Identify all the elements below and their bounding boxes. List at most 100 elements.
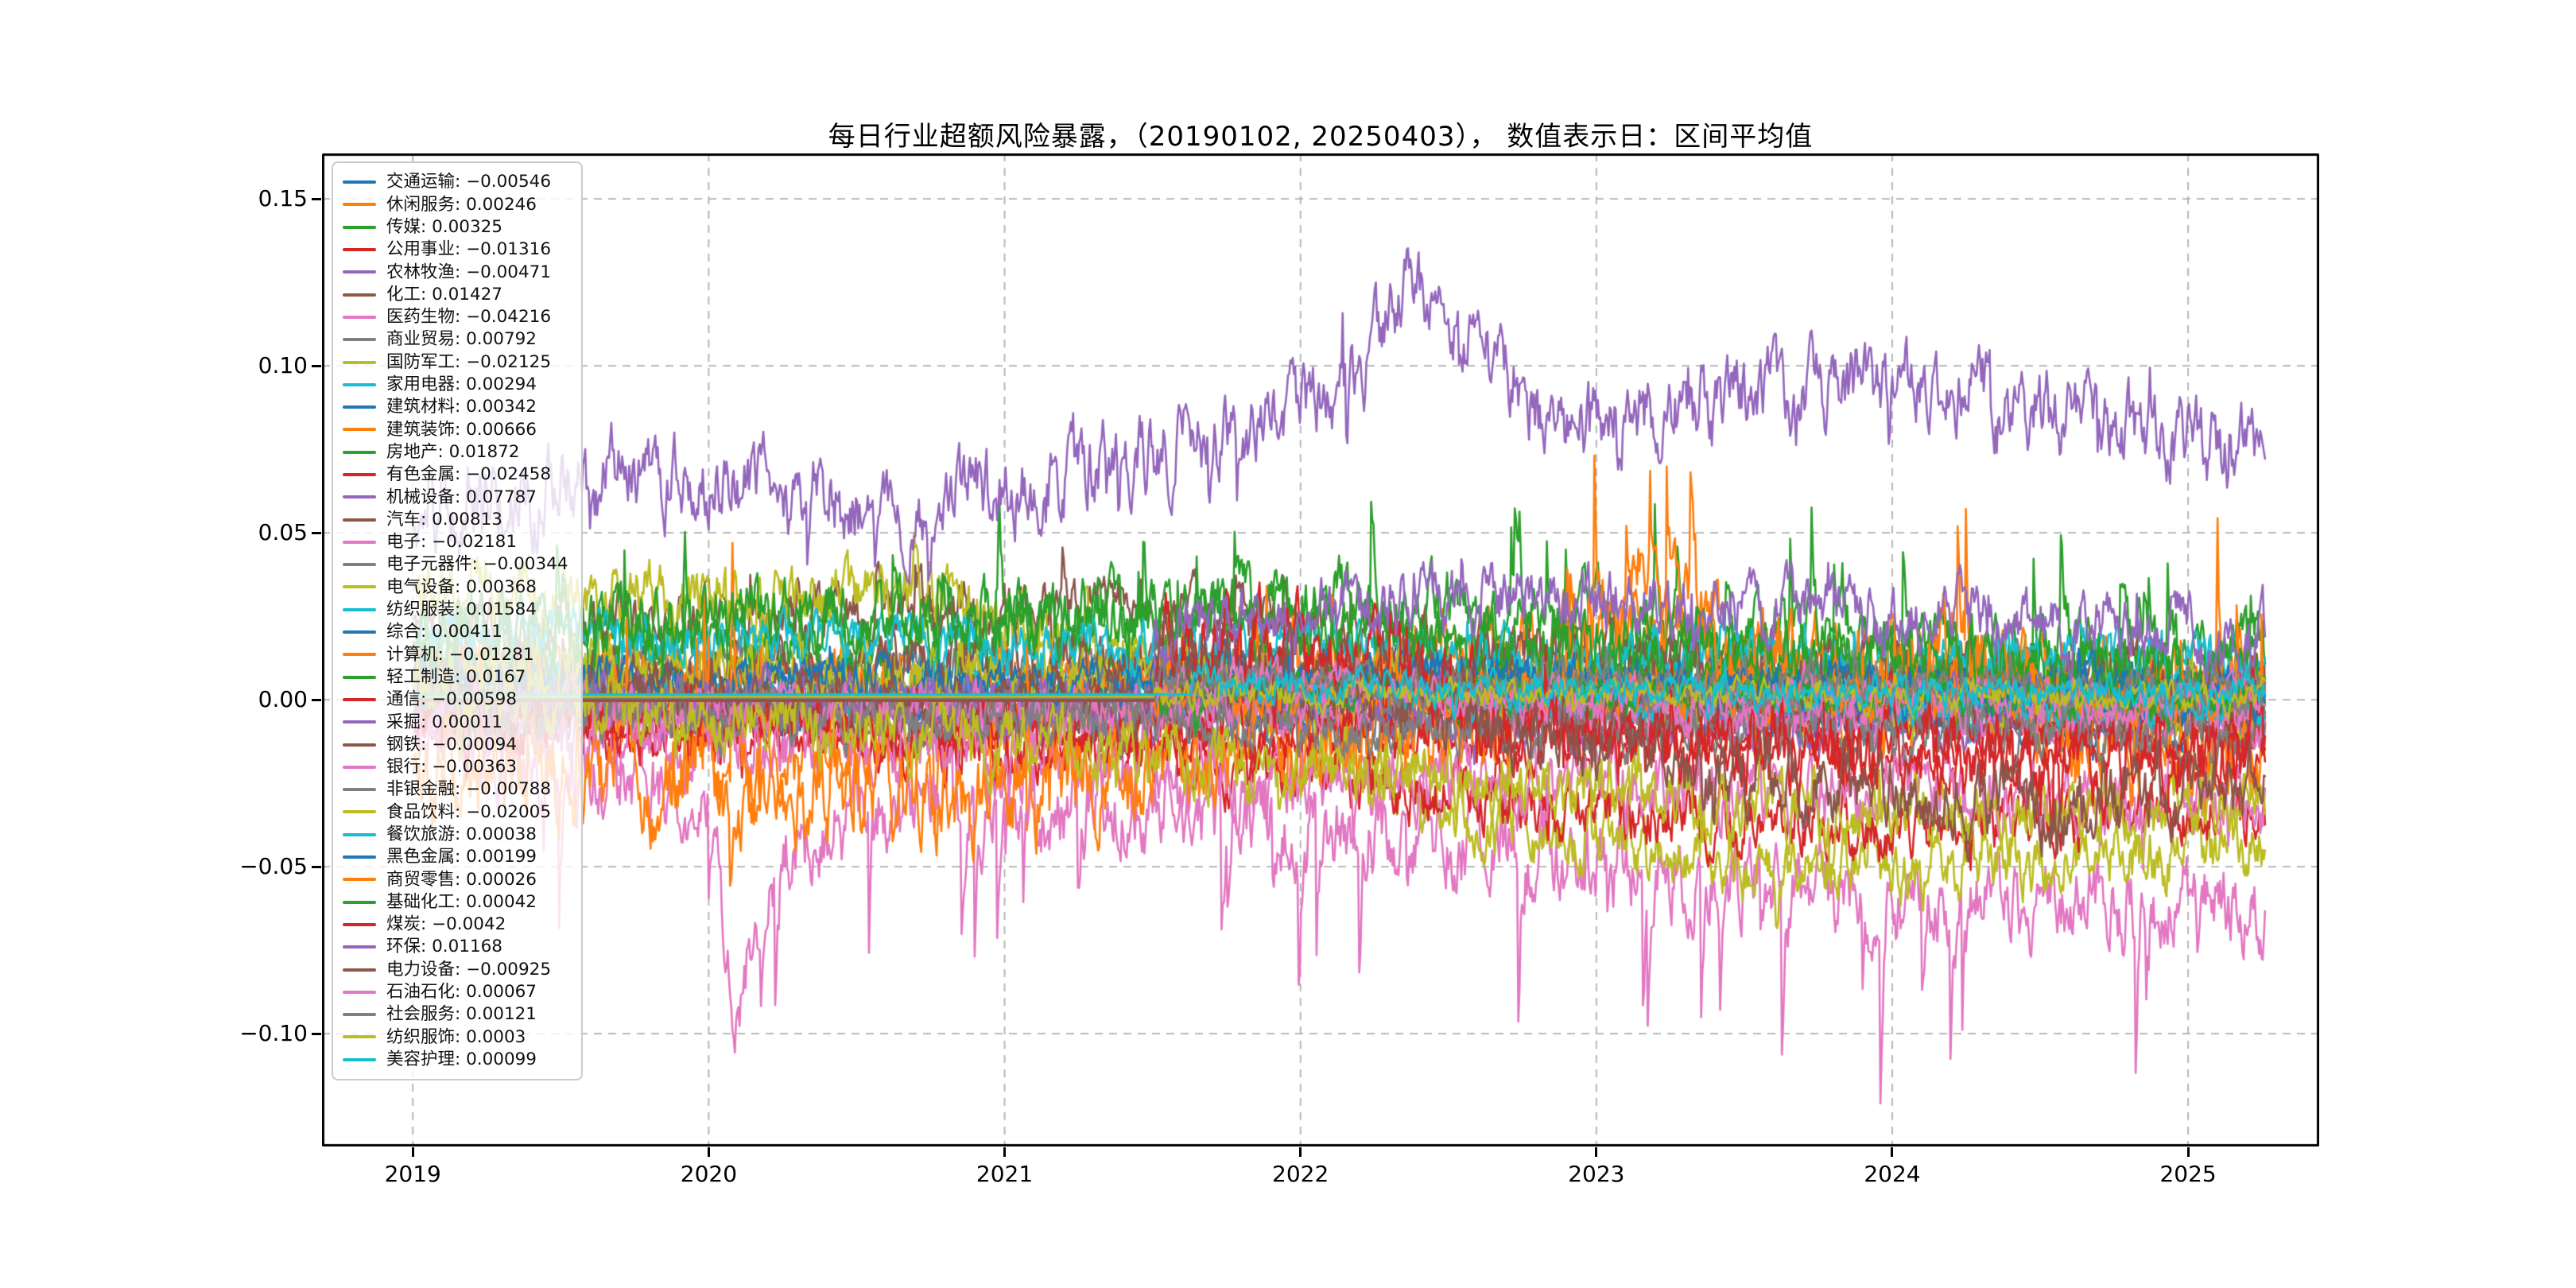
legend-item: 化工: 0.01427: [343, 283, 568, 305]
legend-item: 美容护理: 0.00099: [343, 1049, 568, 1071]
y-tick-label: 0.05: [258, 519, 308, 546]
legend-line-swatch: [343, 855, 376, 859]
legend-label: 有色金属: −0.02458: [386, 464, 552, 485]
legend-label: 环保: 0.01168: [386, 937, 502, 957]
legend-item: 基础化工: 0.00042: [343, 891, 568, 914]
legend-item: 社会服务: 0.00121: [343, 1003, 568, 1026]
x-tick-mark: [1299, 1147, 1302, 1157]
y-tick-mark: [312, 1032, 321, 1035]
legend-label: 商贸零售: 0.00026: [386, 869, 537, 890]
legend-label: 农林牧渔: −0.00471: [386, 262, 552, 282]
legend-label: 交通运输: −0.00546: [386, 172, 552, 192]
legend-label: 非银金融: −0.00788: [386, 779, 552, 800]
legend-label: 餐饮旅游: 0.00038: [386, 824, 537, 844]
legend-line-swatch: [343, 1013, 376, 1017]
legend-item: 纺织服装: 0.01584: [343, 599, 568, 621]
x-tick-label: 2022: [1272, 1161, 1329, 1187]
legend-item: 汽车: 0.00813: [343, 508, 568, 530]
legend-item: 家用电器: 0.00294: [343, 374, 568, 396]
y-tick-label: 0.00: [258, 686, 308, 713]
legend-label: 煤炭: −0.0042: [386, 914, 506, 935]
x-tick-label: 2023: [1568, 1161, 1625, 1187]
legend-line-swatch: [343, 270, 376, 274]
x-tick-mark: [707, 1147, 710, 1157]
x-tick-mark: [2186, 1147, 2190, 1157]
legend-label: 轻工制造: 0.0167: [386, 666, 526, 687]
legend-label: 采掘: 0.00011: [386, 712, 502, 732]
legend-line-swatch: [343, 338, 376, 342]
plot-canvas: [322, 153, 2319, 1146]
legend-label: 国防军工: −0.02125: [386, 351, 552, 372]
legend-label: 电子元器件: −0.00344: [386, 554, 568, 575]
legend-label: 黑色金属: 0.00199: [386, 847, 537, 867]
legend-line-swatch: [343, 878, 376, 882]
legend-line-swatch: [343, 900, 376, 904]
legend-line-swatch: [343, 382, 376, 386]
y-tick-mark: [312, 197, 321, 200]
legend-label: 建筑材料: 0.00342: [386, 397, 537, 417]
chart-title: 每日行业超额风险暴露，（20190102, 20250403）， 数值表示日：区…: [828, 121, 1814, 153]
legend-line-swatch: [343, 473, 376, 476]
legend-label: 房地产: 0.01872: [386, 441, 520, 462]
legend-label: 电力设备: −0.00925: [386, 959, 552, 980]
legend-label: 公用事业: −0.01316: [386, 239, 552, 260]
legend-label: 综合: 0.00411: [386, 622, 502, 642]
legend-line-swatch: [343, 607, 376, 611]
legend-line-swatch: [343, 315, 376, 319]
legend-line-swatch: [343, 990, 376, 994]
x-tick-mark: [1003, 1147, 1007, 1157]
legend-label: 医药生物: −0.04216: [386, 307, 552, 328]
legend-line-swatch: [343, 697, 376, 701]
legend-item: 黑色金属: 0.00199: [343, 846, 568, 868]
legend-label: 计算机: −0.01281: [386, 644, 534, 665]
legend-item: 银行: −0.00363: [343, 756, 568, 778]
y-tick-label: −0.05: [239, 853, 308, 880]
legend-label: 建筑装饰: 0.00666: [386, 419, 537, 440]
legend-item: 国防军工: −0.02125: [343, 351, 568, 373]
legend-line-swatch: [343, 810, 376, 814]
x-tick-mark: [1595, 1147, 1598, 1157]
y-tick-label: 0.10: [258, 352, 308, 379]
legend-item: 轻工制造: 0.0167: [343, 666, 568, 689]
legend-line-swatch: [343, 832, 376, 836]
y-tick-mark: [312, 698, 321, 701]
legend-item: 石油石化: 0.00067: [343, 981, 568, 1003]
legend-item: 农林牧渔: −0.00471: [343, 261, 568, 283]
legend-line-swatch: [343, 743, 376, 747]
legend-item: 食品饮料: −0.02005: [343, 801, 568, 823]
legend-item: 综合: 0.00411: [343, 621, 568, 643]
legend-label: 家用电器: 0.00294: [386, 374, 537, 395]
legend-item: 商业贸易: 0.00792: [343, 328, 568, 351]
legend-label: 纺织服装: 0.01584: [386, 599, 537, 620]
legend-item: 纺织服饰: 0.0003: [343, 1026, 568, 1048]
legend-item: 电子元器件: −0.00344: [343, 553, 568, 576]
legend-line-swatch: [343, 360, 376, 364]
legend-line-swatch: [343, 180, 376, 184]
legend-label: 通信: −0.00598: [386, 689, 518, 710]
x-tick-mark: [1891, 1147, 1894, 1157]
legend-line-swatch: [343, 945, 376, 949]
legend-label: 机械设备: 0.07787: [386, 487, 537, 507]
legend-item: 煤炭: −0.0042: [343, 914, 568, 936]
legend-item: 房地产: 0.01872: [343, 441, 568, 464]
legend-label: 汽车: 0.00813: [386, 509, 502, 530]
legend-line-swatch: [343, 630, 376, 634]
legend-line-swatch: [343, 720, 376, 724]
legend-label: 商业贸易: 0.00792: [386, 329, 537, 350]
y-tick-mark: [312, 865, 321, 868]
legend-item: 传媒: 0.00325: [343, 216, 568, 239]
legend-item: 非银金融: −0.00788: [343, 778, 568, 801]
legend-line-swatch: [343, 585, 376, 589]
legend-item: 建筑装饰: 0.00666: [343, 418, 568, 440]
legend-item: 建筑材料: 0.00342: [343, 396, 568, 418]
legend-label: 传媒: 0.00325: [386, 216, 502, 237]
legend-label: 钢铁: −0.00094: [386, 734, 518, 755]
legend-item: 交通运输: −0.00546: [343, 171, 568, 193]
legend-line-swatch: [343, 788, 376, 792]
legend-item: 电气设备: 0.00368: [343, 576, 568, 598]
x-tick-label: 2019: [384, 1161, 441, 1187]
y-tick-mark: [312, 364, 321, 367]
x-tick-label: 2025: [2159, 1161, 2217, 1187]
legend-line-swatch: [343, 653, 376, 657]
x-tick-label: 2020: [680, 1161, 738, 1187]
